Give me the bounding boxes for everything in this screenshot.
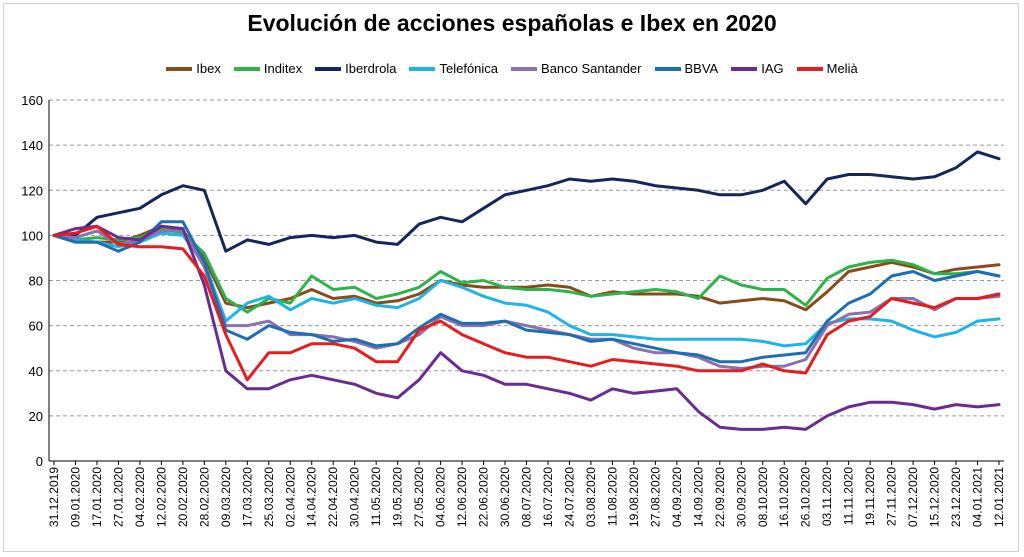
- x-tick-label: 19.05.2020: [391, 467, 405, 527]
- x-tick-label: 24.07.2020: [562, 467, 576, 527]
- legend-label: IAG: [761, 61, 784, 76]
- legend-item: Telefónica: [409, 61, 498, 76]
- x-tick-label: 07.12.2020: [906, 467, 920, 527]
- legend-label: Banco Santander: [541, 61, 642, 76]
- y-tick-label: 100: [21, 228, 43, 243]
- legend-item: Banco Santander: [511, 61, 642, 76]
- x-tick-label: 22.04.2020: [326, 467, 340, 527]
- legend-item: Melià: [796, 61, 858, 76]
- x-tick-label: 12.01.2021: [992, 467, 1006, 527]
- x-tick-label: 12.06.2020: [455, 467, 469, 527]
- legend-swatch: [315, 66, 342, 71]
- x-tick-label: 11.05.2020: [369, 467, 383, 526]
- chart-title: Evolución de acciones españolas e Ibex e…: [247, 10, 777, 36]
- legend-label: BBVA: [684, 61, 719, 76]
- legend-swatch: [233, 66, 260, 71]
- legend-swatch: [731, 66, 758, 71]
- x-tick-label: 30.04.2020: [348, 467, 362, 527]
- series-line-iberdrola: [52, 150, 1001, 253]
- x-tick-label: 04.09.2020: [670, 467, 684, 527]
- x-tick-label: 19.08.2020: [627, 467, 641, 527]
- series-line-bbva: [52, 220, 1001, 364]
- x-tick-label: 17.03.2020: [240, 467, 254, 527]
- legend-swatch: [511, 66, 538, 71]
- x-tick-label: 14.04.2020: [305, 467, 319, 527]
- legend-label: Melià: [826, 61, 858, 76]
- x-tick-label: 30.09.2020: [734, 467, 748, 527]
- x-tick-label: 03.11.2020: [820, 467, 834, 526]
- legend-label: Iberdrola: [345, 61, 397, 76]
- x-tick-label: 11.08.2020: [605, 467, 619, 526]
- x-tick-label: 27.11.2020: [885, 467, 899, 526]
- x-tick-label: 09.01.2020: [68, 467, 82, 527]
- x-tick-label: 20.02.2020: [176, 467, 190, 527]
- x-tick-label: 26.10.2020: [799, 467, 813, 527]
- x-tick-label: 03.08.2020: [584, 467, 598, 527]
- y-tick-label: 120: [21, 183, 43, 198]
- x-tick-label: 25.03.2020: [262, 467, 276, 527]
- series-line-ibex: [52, 224, 1001, 312]
- x-tick-label: 27.05.2020: [412, 467, 426, 527]
- y-tick-label: 60: [29, 319, 43, 334]
- y-tick-label: 160: [21, 93, 43, 108]
- legend-swatch: [166, 66, 193, 71]
- x-tick-label: 19.11.2020: [863, 467, 877, 526]
- x-tick-label: 15.12.2020: [928, 467, 942, 527]
- x-tick-label: 31.12.2019: [47, 467, 61, 527]
- x-tick-label: 14.09.2020: [691, 467, 705, 527]
- y-tick-label: 80: [29, 274, 43, 289]
- x-tick-label: 11.11.2020: [842, 467, 856, 526]
- legend-item: BBVA: [654, 61, 719, 76]
- x-tick-label: 04.01.2021: [971, 467, 985, 527]
- chart-frame: [3, 3, 1019, 552]
- series-line-meli-: [52, 224, 1001, 382]
- x-tick-label: 08.07.2020: [520, 467, 534, 527]
- y-tick-label: 20: [29, 409, 43, 424]
- series-line-inditex: [52, 227, 1001, 314]
- legend-item: Inditex: [233, 61, 303, 76]
- x-tick-label: 22.06.2020: [477, 467, 491, 527]
- y-tick-label: 40: [29, 364, 43, 379]
- legend-swatch: [409, 66, 436, 71]
- x-tick-label: 12.02.2020: [154, 467, 168, 527]
- x-tick-label: 30.06.2020: [498, 467, 512, 527]
- x-tick-label: 09.03.2020: [219, 467, 233, 527]
- legend-label: Inditex: [263, 61, 303, 76]
- x-tick-label: 27.08.2020: [648, 467, 662, 527]
- y-tick-label: 0: [36, 454, 43, 469]
- x-tick-label: 28.02.2020: [197, 467, 211, 527]
- legend-item: Iberdrola: [315, 61, 396, 76]
- x-tick-label: 16.10.2020: [777, 467, 791, 527]
- legend-swatch: [654, 66, 681, 71]
- y-tick-label: 140: [21, 138, 43, 153]
- legend-swatch: [796, 66, 823, 71]
- legend-label: Telefónica: [439, 61, 499, 76]
- chart-legend: Ibex Inditex Iberdrola Telefónica Banco Sant…: [0, 61, 1024, 76]
- x-tick-label: 23.12.2020: [949, 467, 963, 527]
- legend-item: IAG: [731, 61, 784, 76]
- x-tick-label: 08.10.2020: [756, 467, 770, 527]
- x-tick-label: 04.02.2020: [133, 467, 147, 527]
- legend-item: Ibex: [166, 61, 221, 76]
- x-tick-label: 22.09.2020: [713, 467, 727, 527]
- x-tick-label: 16.07.2020: [541, 467, 555, 527]
- x-tick-label: 27.01.2020: [111, 467, 125, 527]
- x-tick-label: 02.04.2020: [283, 467, 297, 527]
- legend-label: Ibex: [196, 61, 221, 76]
- x-tick-label: 17.01.2020: [90, 467, 104, 527]
- x-tick-label: 04.06.2020: [434, 467, 448, 527]
- series-line-iag: [52, 224, 1001, 431]
